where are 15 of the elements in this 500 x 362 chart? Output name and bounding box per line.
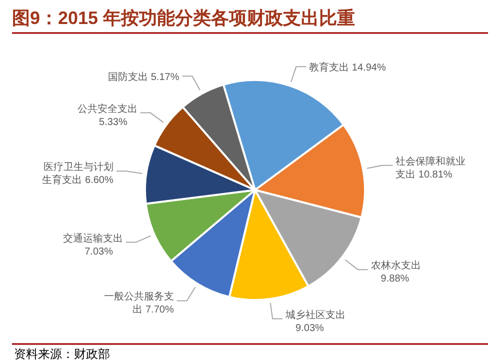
slice-label: 城乡社区支出 [284, 308, 346, 321]
data-label: 7.03% [84, 246, 114, 258]
data-label: 5.33% [99, 116, 128, 128]
slice-label: 社会保障和就业支出 10.81% [396, 155, 466, 180]
slice-label: 教育支出 14.94% [309, 62, 386, 74]
chart-title: 图9：2015 年按功能分类各项财政支出比重 [12, 8, 356, 28]
slice-label: 农林水支出 [370, 260, 421, 272]
data-label: 9.03% [296, 322, 324, 334]
slice-label: 国防支出 5.17% [108, 71, 180, 84]
text: 资料来源：财政部 [14, 347, 110, 361]
slice-label: 一般公共服务支出 7.70% [104, 290, 174, 316]
slice-label: 医疗卫生与计划生育支出 6.60% [42, 161, 114, 186]
slice-label: 公共安全支出 [77, 102, 138, 115]
slice-label: 交通运输支出 [62, 232, 123, 244]
data-label: 9.88% [380, 274, 410, 285]
